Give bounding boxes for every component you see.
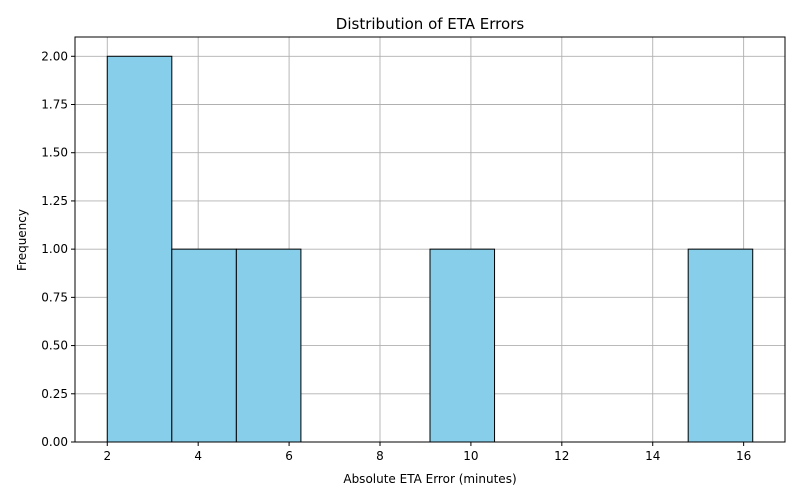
x-tick-label-6: 14 bbox=[645, 449, 660, 463]
x-axis-ticks: 2 4 6 8 10 12 14 16 bbox=[103, 442, 751, 463]
histogram-bar-1 bbox=[171, 248, 237, 443]
y-axis-label: Frequency bbox=[15, 209, 29, 271]
y-tick-label-1: 0.25 bbox=[41, 387, 68, 401]
x-axis-label: Absolute ETA Error (minutes) bbox=[343, 472, 516, 486]
plot-frame bbox=[74, 36, 786, 443]
y-tick-label-7: 1.75 bbox=[41, 98, 68, 112]
x-tick-label-0: 2 bbox=[103, 449, 111, 463]
y-tick-label-8: 2.00 bbox=[41, 49, 68, 63]
y-tick-label-4: 1.00 bbox=[41, 242, 68, 256]
x-tick-label-5: 12 bbox=[554, 449, 569, 463]
x-tick-label-2: 6 bbox=[285, 449, 293, 463]
histogram-bar-9 bbox=[687, 248, 754, 443]
x-tick-label-3: 8 bbox=[376, 449, 384, 463]
y-axis-ticks: 0.00 0.25 0.50 0.75 1.00 1.25 1.50 1.75 2.00 bbox=[41, 49, 75, 449]
histogram-bar-5 bbox=[429, 248, 496, 443]
histogram-bar-2 bbox=[235, 248, 302, 443]
y-tick-label-6: 1.50 bbox=[41, 146, 68, 160]
bars-group bbox=[106, 55, 754, 443]
x-tick-label-7: 16 bbox=[736, 449, 751, 463]
x-tick-label-4: 10 bbox=[463, 449, 478, 463]
chart-title: Distribution of ETA Errors bbox=[336, 15, 525, 33]
histogram-bar-0 bbox=[106, 55, 173, 443]
y-tick-label-5: 1.25 bbox=[41, 194, 68, 208]
y-tick-label-2: 0.50 bbox=[41, 339, 68, 353]
y-tick-label-3: 0.75 bbox=[41, 290, 68, 304]
y-tick-label-0: 0.00 bbox=[41, 435, 68, 449]
x-tick-label-1: 4 bbox=[194, 449, 202, 463]
